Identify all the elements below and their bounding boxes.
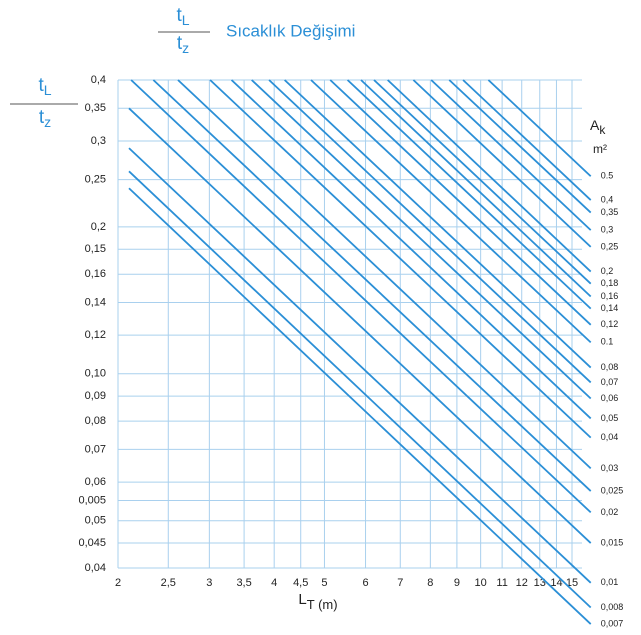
x-tick-label: 10: [475, 577, 487, 589]
y-label: tL tz: [10, 75, 78, 130]
legend-label: 0,01: [601, 577, 619, 587]
legend-label: 0,18: [601, 278, 619, 288]
series-line: [430, 79, 592, 231]
series-line: [177, 79, 592, 470]
series-line: [130, 79, 592, 514]
y-tick-label: 0,07: [85, 443, 106, 455]
series-line: [209, 79, 592, 439]
legend-label: 0,025: [601, 485, 624, 495]
y-tick-label: 0,14: [85, 296, 106, 308]
x-tick-label: 3,5: [236, 577, 251, 589]
x-tick-label: 6: [362, 577, 368, 589]
series-line: [128, 170, 592, 609]
legend-label: 0,07: [601, 377, 619, 387]
legend-label: 0,015: [601, 537, 624, 547]
y-tick-label: 0,35: [85, 102, 106, 114]
legend-label: 0,4: [601, 194, 614, 204]
legend-label: 0.5: [601, 171, 614, 181]
x-tick-label: 2: [115, 577, 121, 589]
series-line: [268, 79, 592, 384]
x-tick-label: 9: [454, 577, 460, 589]
y-tick-label: 0,10: [85, 368, 106, 380]
series-line: [346, 79, 592, 310]
legend-label: 0,03: [601, 463, 619, 473]
series-line: [412, 79, 592, 248]
y-label-denominator: tz: [39, 107, 51, 130]
y-tick-label: 0,15: [85, 243, 106, 255]
x-label: LT (m): [298, 591, 337, 612]
series-line: [387, 79, 592, 273]
y-tick-label: 0,09: [85, 390, 106, 402]
y-tick-label: 0,4: [91, 74, 106, 86]
y-tick-label: 0,3: [91, 135, 106, 147]
x-tick-label: 13: [534, 577, 546, 589]
title-text: Sıcaklık Değişimi: [226, 21, 355, 40]
x-tick-label: 4: [271, 577, 277, 589]
y-tick-label: 0,08: [85, 415, 106, 427]
series-line: [230, 79, 592, 420]
legend-label: 0,25: [601, 241, 619, 251]
series-line: [128, 147, 592, 584]
legend-label: 0,08: [601, 362, 619, 372]
title-numerator: tL: [176, 5, 189, 28]
legend-label: 0,12: [601, 319, 619, 329]
y-tick-label: 0,05: [85, 515, 106, 527]
legend-label: 0,2: [601, 266, 614, 276]
y-tick-label: 0,2: [91, 221, 106, 233]
x-tick-label: 4,5: [293, 577, 308, 589]
series-line: [152, 79, 592, 492]
legend-label: 0,06: [601, 393, 619, 403]
legend-label: 0,02: [601, 507, 619, 517]
x-tick-label: 3: [206, 577, 212, 589]
x-tick-label: 15: [566, 577, 578, 589]
legend-label: 0.1: [601, 337, 614, 347]
series-line: [360, 79, 592, 298]
y-label-numerator: tL: [38, 75, 51, 98]
legend-label: 0,008: [601, 602, 624, 612]
y-tick-label: 0,12: [85, 329, 106, 341]
y-tick-label: 0,16: [85, 268, 106, 280]
y-tick-label: 0,04: [85, 562, 106, 574]
y-tick-label: 0,25: [85, 174, 106, 186]
legend-label: 0,35: [601, 207, 619, 217]
legend-label: 0,3: [601, 224, 614, 234]
legend-unit: m²: [593, 142, 607, 156]
x-tick-label: 7: [397, 577, 403, 589]
series-line: [251, 79, 592, 400]
series-line: [487, 79, 592, 177]
title-denominator: tz: [177, 33, 189, 56]
x-tick-label: 14: [550, 577, 562, 589]
series-line: [310, 79, 592, 344]
y-tick-label: 0,06: [85, 476, 106, 488]
y-tick-label: 0,005: [78, 494, 106, 506]
y-tick-label: 0,045: [78, 537, 106, 549]
legend-label: 0,04: [601, 432, 619, 442]
x-tick-label: 8: [427, 577, 433, 589]
legend-label: 0,14: [601, 303, 619, 313]
x-tick-label: 5: [321, 577, 327, 589]
series-line: [462, 79, 592, 201]
x-tick-label: 2,5: [161, 577, 176, 589]
series-line: [329, 79, 592, 326]
x-tick-label: 12: [516, 577, 528, 589]
x-tick-label: 11: [496, 577, 507, 589]
legend-label: 0,16: [601, 291, 619, 301]
legend-label: 0,007: [601, 618, 624, 628]
series-line: [373, 79, 592, 285]
title: tL tz Sıcaklık Değişimi: [158, 5, 355, 56]
series-line: [284, 79, 592, 369]
series-line: [128, 187, 592, 625]
legend-label: 0,05: [601, 413, 619, 423]
series-line: [128, 107, 592, 544]
legend-title: Ak: [590, 117, 606, 137]
series-line: [448, 79, 592, 214]
